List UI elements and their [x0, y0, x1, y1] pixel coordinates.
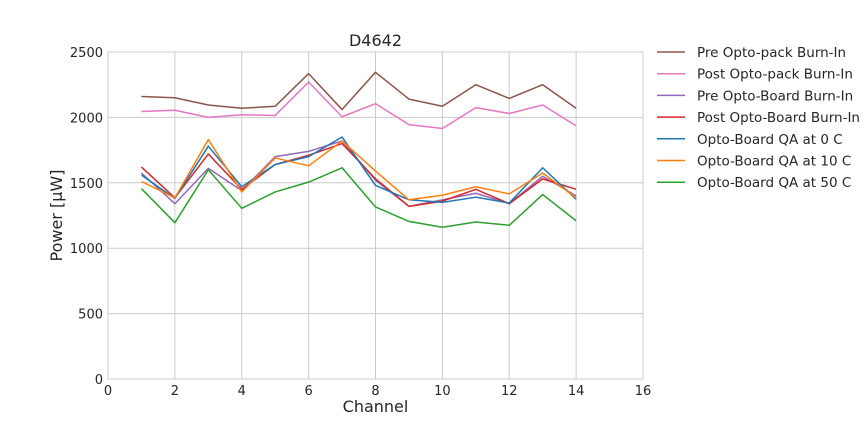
series-line-2	[141, 81, 577, 130]
series-line-1	[141, 71, 577, 111]
legend-label-6: Opto-Board QA at 10 C	[697, 154, 851, 170]
y-tick-label: 2000	[70, 111, 103, 126]
x-tick-label: 2	[171, 384, 179, 399]
x-tick-label: 8	[371, 384, 379, 399]
y-tick-labels: 0 500 1000 1500 2000 2500	[70, 46, 103, 388]
plot-frame	[107, 51, 644, 380]
x-tick-label: 12	[501, 384, 518, 399]
x-tick-label: 0	[104, 384, 112, 399]
y-tick-label: 1000	[70, 242, 103, 257]
series-layer	[140, 71, 577, 229]
legend-label-3: Pre Opto-Board Burn-In	[697, 88, 853, 104]
x-tick-label: 14	[568, 384, 585, 399]
y-tick-label: 500	[78, 308, 103, 323]
legend-label-7: Opto-Board QA at 50 C	[697, 175, 851, 191]
chart-title: D4642	[349, 31, 402, 50]
x-tick-label: 10	[434, 384, 451, 399]
y-axis-label: Power [μW]	[47, 170, 66, 262]
x-axis-label: Channel	[343, 397, 409, 416]
series-line-7	[140, 167, 577, 229]
x-tick-label: 4	[238, 384, 246, 399]
x-tick-label: 6	[304, 384, 312, 399]
legend-label-1: Pre Opto-pack Burn-In	[697, 45, 846, 61]
x-tick-label: 16	[635, 384, 652, 399]
x-tick-labels: 0 2 4 6 8 10 12 14 16	[104, 384, 651, 399]
series-line-4	[140, 142, 577, 208]
y-tick-label: 2500	[70, 46, 103, 61]
y-tick-label: 1500	[70, 177, 103, 192]
legend-label-5: Opto-Board QA at 0 C	[697, 132, 843, 148]
legend-label-4: Post Opto-Board Burn-In	[697, 110, 860, 126]
y-tick-label: 0	[95, 373, 103, 388]
series-line-5	[141, 136, 577, 204]
legend: Pre Opto-pack Burn-In Post Opto-pack Burn…	[657, 45, 860, 191]
legend-label-2: Post Opto-pack Burn-In	[697, 67, 853, 83]
series-line-6	[141, 138, 577, 201]
